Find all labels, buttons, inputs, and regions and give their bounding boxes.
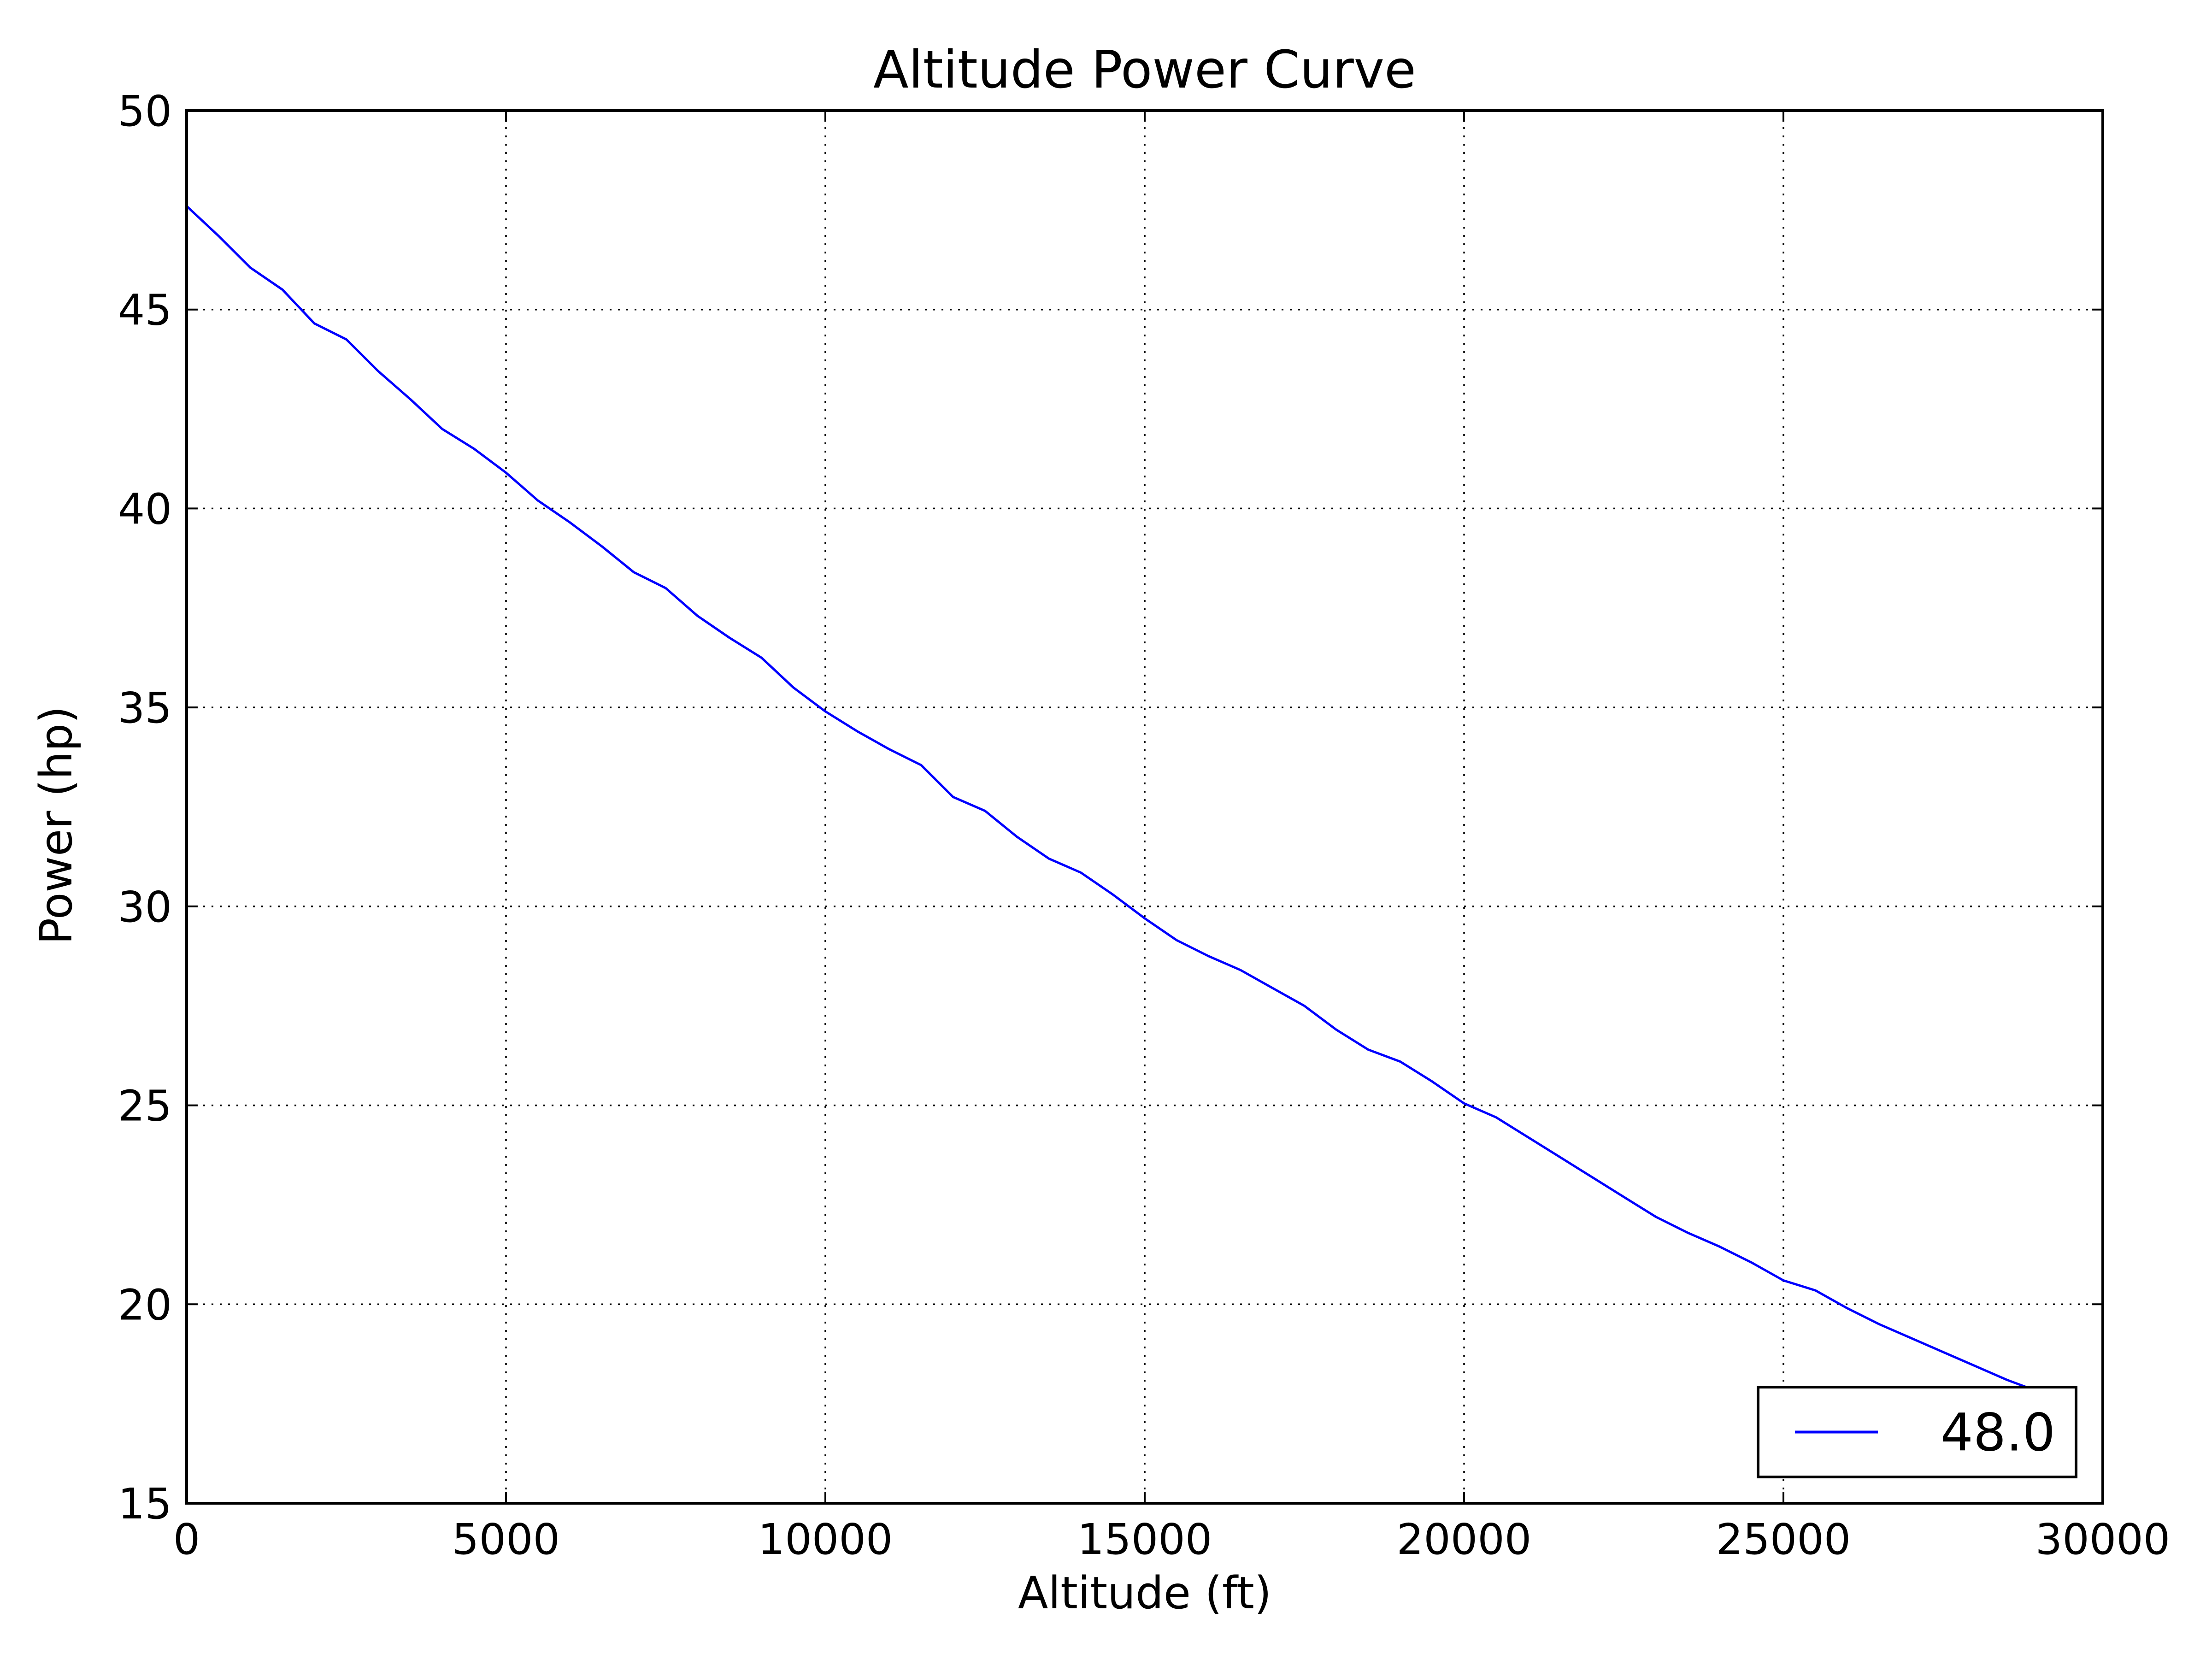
y-tick-labels: 15 20 25 30 35 40 45 50 [118, 87, 172, 1529]
x-tick-labels: 0 5000 10000 15000 20000 25000 30000 [173, 1515, 2171, 1564]
y-tick-label: 25 [118, 1082, 172, 1131]
y-tick-label: 45 [118, 286, 172, 335]
x-tick-label: 0 [173, 1515, 200, 1564]
x-axis-label: Altitude (ft) [1018, 1567, 1271, 1619]
series-layer [186, 205, 2071, 1403]
y-tick-label: 40 [118, 484, 172, 534]
chart-title: Altitude Power Curve [873, 40, 1416, 100]
ticks [186, 110, 2104, 1504]
x-tick-label: 10000 [758, 1515, 893, 1564]
y-tick-label: 15 [118, 1479, 172, 1529]
x-tick-label: 20000 [1397, 1515, 1532, 1564]
x-tick-label: 5000 [452, 1515, 560, 1564]
y-tick-label: 50 [118, 87, 172, 136]
y-tick-label: 30 [118, 882, 172, 932]
y-axis-label: Power (hp) [30, 706, 82, 944]
x-tick-label: 30000 [2036, 1515, 2171, 1564]
legend: 48.0 [1757, 1386, 2077, 1478]
series-line-1 [186, 205, 2071, 1403]
x-tick-label: 25000 [1716, 1515, 1851, 1564]
legend-label-series-1: 48.0 [1941, 1403, 2055, 1463]
y-tick-label: 20 [118, 1280, 172, 1330]
y-tick-label: 35 [118, 683, 172, 733]
x-tick-label: 15000 [1077, 1515, 1212, 1564]
